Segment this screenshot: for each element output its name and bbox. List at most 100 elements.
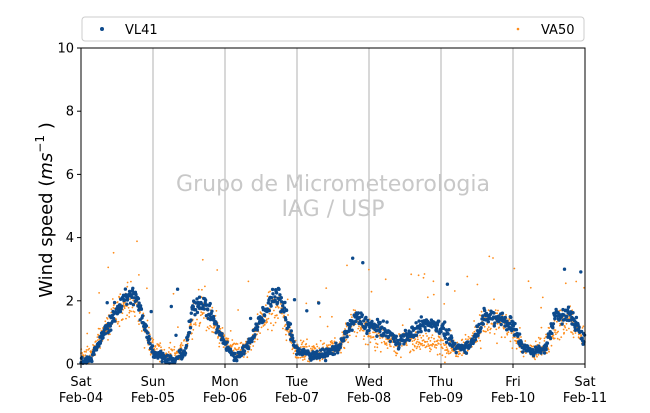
data-point bbox=[572, 333, 574, 335]
data-point bbox=[250, 349, 253, 351]
y-tick-label: 2 bbox=[66, 294, 74, 309]
data-point bbox=[359, 329, 361, 332]
data-point bbox=[209, 324, 212, 327]
grid-layer bbox=[152, 48, 514, 364]
data-point bbox=[253, 333, 257, 337]
data-point bbox=[136, 240, 138, 243]
data-point bbox=[255, 328, 259, 332]
data-point bbox=[83, 350, 86, 353]
data-point bbox=[113, 319, 117, 323]
data-point bbox=[265, 304, 267, 307]
data-point bbox=[531, 354, 536, 358]
data-point bbox=[369, 332, 371, 334]
data-point bbox=[256, 313, 259, 316]
data-point bbox=[173, 346, 176, 348]
data-point bbox=[200, 311, 203, 313]
data-point bbox=[438, 336, 441, 339]
data-point bbox=[186, 333, 190, 338]
data-point bbox=[375, 317, 380, 322]
data-point bbox=[385, 344, 388, 346]
data-point bbox=[464, 351, 469, 355]
data-point bbox=[199, 314, 202, 317]
data-point bbox=[405, 344, 408, 347]
data-point bbox=[156, 348, 158, 350]
data-point bbox=[498, 326, 501, 329]
data-point bbox=[374, 349, 377, 352]
data-point bbox=[546, 352, 548, 354]
data-point bbox=[289, 329, 293, 333]
data-point bbox=[541, 296, 544, 299]
data-point bbox=[560, 336, 563, 338]
data-point bbox=[262, 319, 266, 323]
data-point bbox=[302, 359, 304, 361]
data-point bbox=[470, 337, 474, 341]
data-point bbox=[407, 338, 412, 342]
data-point bbox=[97, 344, 101, 348]
data-point bbox=[429, 350, 431, 353]
data-point bbox=[401, 345, 403, 347]
data-point bbox=[565, 322, 568, 325]
data-point bbox=[130, 295, 134, 300]
data-point bbox=[360, 328, 362, 331]
data-point bbox=[472, 332, 474, 334]
data-point bbox=[266, 321, 269, 323]
data-point bbox=[260, 312, 262, 314]
data-point bbox=[306, 338, 308, 341]
data-point bbox=[304, 346, 306, 348]
data-point bbox=[184, 343, 189, 348]
data-point bbox=[450, 336, 454, 340]
data-point bbox=[418, 346, 421, 348]
data-point bbox=[531, 345, 533, 348]
data-point bbox=[149, 309, 153, 314]
data-point bbox=[574, 315, 579, 320]
data-point bbox=[486, 320, 490, 324]
data-point bbox=[342, 339, 346, 343]
data-point bbox=[99, 339, 103, 343]
data-point bbox=[169, 304, 173, 309]
data-point bbox=[379, 350, 382, 353]
y-tick-label: 4 bbox=[66, 231, 74, 246]
data-point bbox=[351, 256, 355, 260]
data-point bbox=[406, 335, 410, 340]
data-point bbox=[496, 322, 499, 325]
data-point bbox=[208, 301, 212, 306]
y-axis-label-exponent: −1 bbox=[33, 135, 47, 153]
data-point bbox=[270, 322, 272, 325]
data-point bbox=[458, 350, 460, 353]
data-point bbox=[129, 298, 132, 301]
data-point bbox=[189, 318, 193, 322]
data-point bbox=[441, 347, 444, 350]
data-point bbox=[118, 309, 123, 314]
data-point bbox=[112, 251, 115, 254]
data-point bbox=[444, 361, 446, 364]
y-tick-label: 0 bbox=[66, 358, 74, 373]
data-point bbox=[425, 332, 427, 335]
data-point bbox=[105, 301, 109, 305]
data-point bbox=[247, 351, 249, 353]
data-point bbox=[350, 328, 354, 332]
data-point bbox=[237, 309, 240, 311]
data-point bbox=[351, 316, 353, 319]
data-point bbox=[428, 337, 430, 339]
data-point bbox=[195, 297, 199, 301]
data-point bbox=[355, 335, 358, 338]
data-point bbox=[148, 337, 152, 341]
data-point bbox=[246, 346, 251, 351]
data-point bbox=[297, 347, 301, 351]
data-point bbox=[308, 345, 311, 347]
data-point bbox=[352, 309, 355, 311]
data-point bbox=[540, 326, 543, 329]
data-point bbox=[464, 333, 467, 336]
data-point bbox=[370, 337, 372, 339]
data-point bbox=[345, 325, 348, 328]
data-point bbox=[159, 349, 163, 353]
data-point bbox=[197, 288, 200, 291]
data-point bbox=[169, 341, 172, 344]
data-point bbox=[267, 308, 271, 313]
data-point bbox=[216, 269, 219, 271]
data-point bbox=[440, 343, 442, 346]
data-point bbox=[438, 353, 441, 355]
data-point bbox=[497, 309, 499, 312]
data-point bbox=[233, 342, 236, 345]
